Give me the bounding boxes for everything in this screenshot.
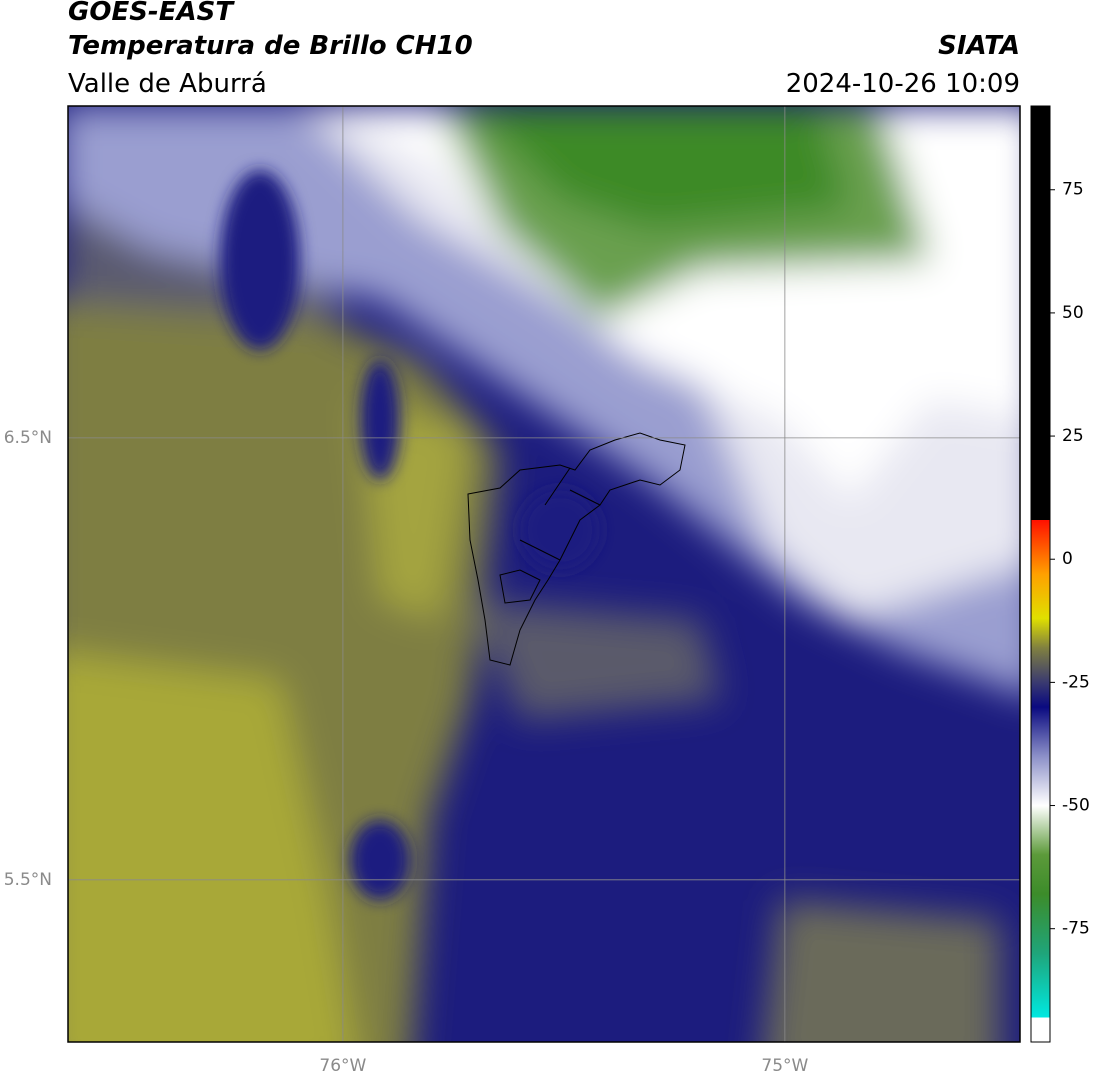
lat-label: 6.5°N bbox=[4, 428, 52, 448]
region: Valle de Aburrá bbox=[68, 69, 267, 99]
colorbar-tick-label: 0 bbox=[1062, 549, 1073, 569]
satellite-image bbox=[68, 106, 1020, 1042]
source: SIATA bbox=[938, 31, 1020, 61]
map-frame bbox=[67, 105, 1021, 1043]
colorbar-tick-label: 25 bbox=[1062, 426, 1084, 446]
lon-label: 75°W bbox=[761, 1056, 808, 1076]
colorbar-tick-label: -50 bbox=[1062, 796, 1090, 816]
datetime: 2024-10-26 10:09 bbox=[786, 69, 1020, 99]
lon-label: 76°W bbox=[319, 1056, 366, 1076]
colorbar-tick-label: 50 bbox=[1062, 303, 1084, 323]
municipal-boundaries bbox=[467, 432, 686, 666]
lat-label: 5.5°N bbox=[4, 870, 52, 890]
colorbar-tick-label: -25 bbox=[1062, 672, 1090, 692]
colorbar-tick-label: 75 bbox=[1062, 180, 1084, 200]
title: GOES-EAST bbox=[68, 0, 235, 27]
colorbar-tick-label: -75 bbox=[1062, 919, 1090, 939]
colorbar bbox=[1030, 105, 1051, 1043]
subtitle: Temperatura de Brillo CH10 bbox=[68, 31, 473, 61]
